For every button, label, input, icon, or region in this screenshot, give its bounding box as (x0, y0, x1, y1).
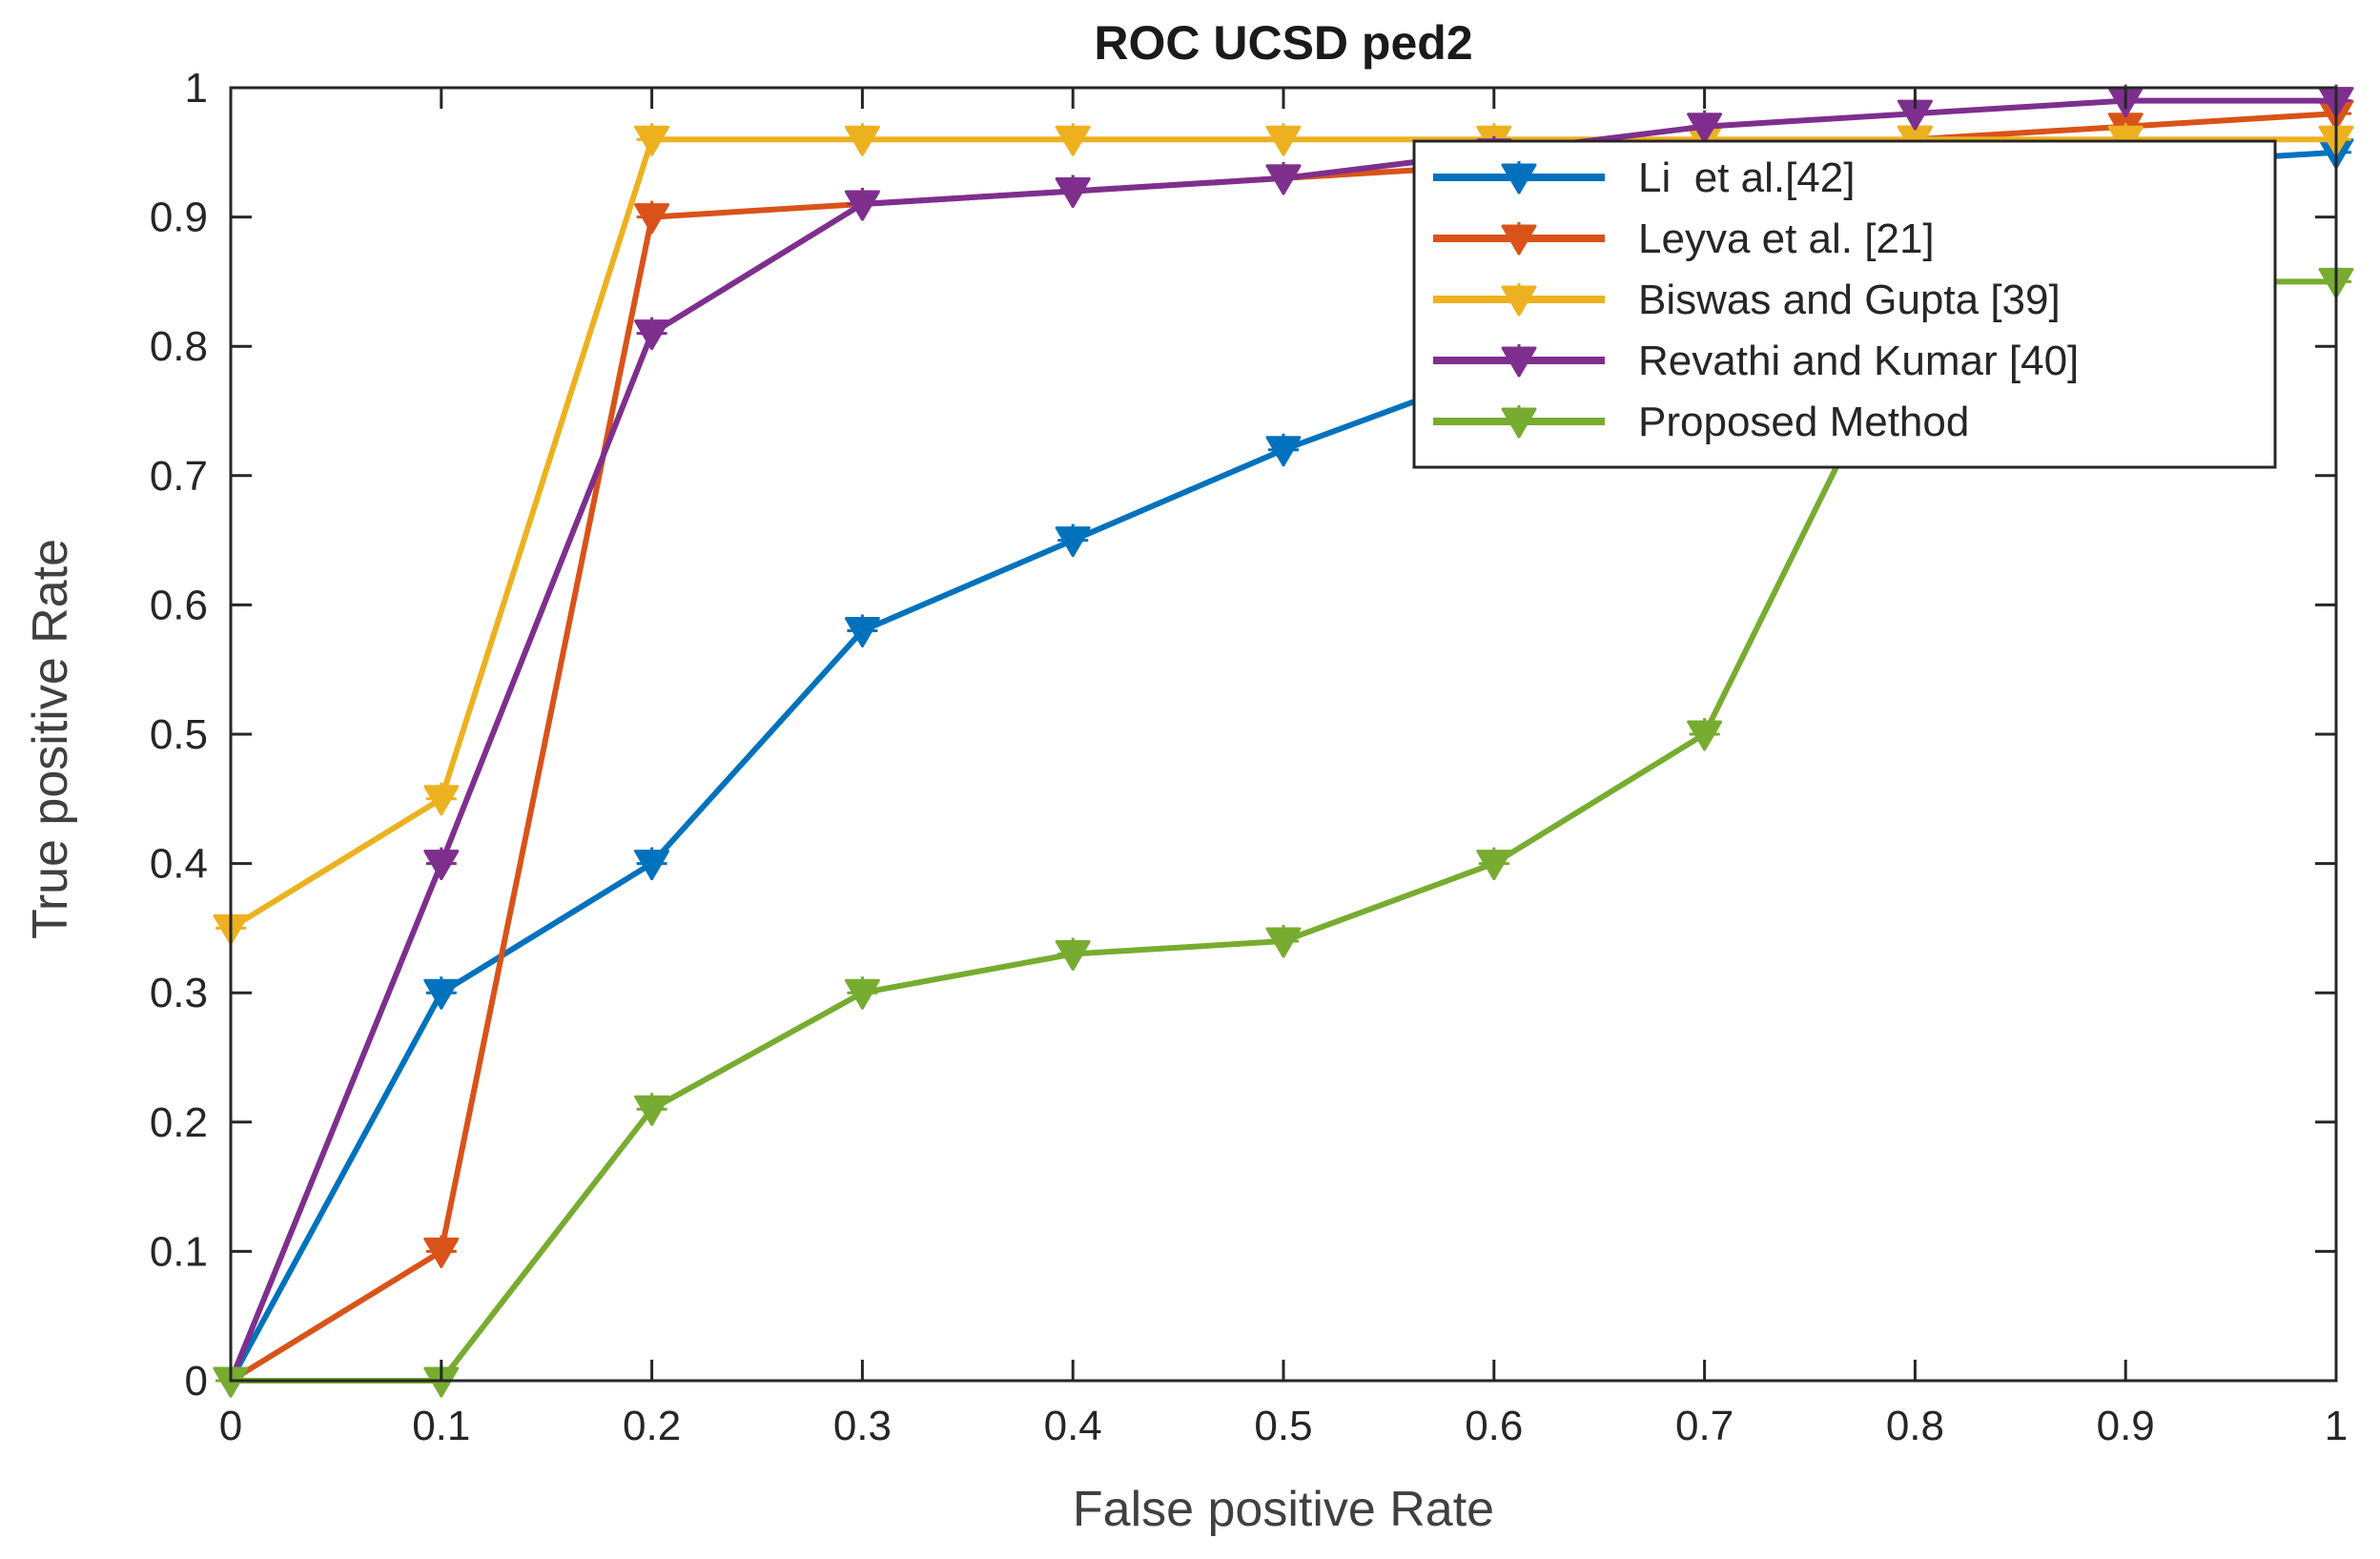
legend-label: Leyva et al. [21] (1638, 215, 1935, 262)
legend-marker (1501, 344, 1537, 378)
y-tick-label: 0 (185, 1358, 208, 1405)
data-point (634, 847, 670, 881)
chart-title: ROC UCSD ped2 (1094, 16, 1472, 70)
legend-item-proposed-method: Proposed Method (1433, 399, 1969, 445)
legend-label: Biswas and Gupta [39] (1638, 277, 2061, 323)
legend-box (1412, 139, 2277, 469)
data-point (1055, 123, 1091, 156)
data-point (1265, 161, 1302, 195)
y-tick-label: 0.2 (150, 1099, 208, 1146)
y-tick-label: 0.8 (150, 323, 208, 370)
x-tick-label: 0.5 (1254, 1403, 1312, 1449)
data-point (423, 1235, 460, 1268)
data-point (634, 1093, 670, 1126)
x-tick-label: 0.7 (1675, 1403, 1734, 1449)
data-point (1476, 847, 1512, 881)
legend-label: Proposed Method (1638, 399, 1969, 445)
x-tick-label: 0.4 (1044, 1403, 1102, 1449)
legend-marker (1501, 222, 1537, 256)
data-point (1055, 937, 1091, 971)
data-point (423, 847, 460, 881)
legend-item-biswas-and-gupta-39: Biswas and Gupta [39] (1433, 277, 2061, 323)
data-point (1265, 123, 1302, 156)
data-point (844, 614, 880, 647)
y-tick-label: 0.9 (150, 195, 208, 241)
x-tick-label: 0.9 (2097, 1403, 2155, 1449)
data-point (634, 123, 670, 156)
legend-item-li-et-al-42: Li et al.[42] (1433, 154, 1855, 201)
x-tick-label: 0.8 (1886, 1403, 1944, 1449)
data-point (1687, 110, 1723, 144)
data-point (1055, 174, 1091, 208)
axes-layer: 0 0.1 0.2 0.3 0.4 0.5 0.6 0.7 0.8 0.9 1 0 0.1 0.2 0.3 0… (150, 65, 2348, 1449)
legend-marker (1501, 283, 1537, 317)
legend-marker (1501, 161, 1537, 195)
data-point (844, 188, 880, 221)
legend-item-revathi-and-kumar-40: Revathi and Kumar [40] (1433, 338, 2079, 384)
x-tick-label: 0.2 (623, 1403, 681, 1449)
x-tick-label: 0 (219, 1403, 242, 1449)
y-tick-label: 0.7 (150, 453, 208, 500)
data-point (423, 976, 460, 1010)
y-tick-label: 0.4 (150, 841, 208, 888)
data-point (1265, 433, 1302, 467)
x-tick-label: 1 (2325, 1403, 2348, 1449)
y-tick-label: 0.1 (150, 1228, 208, 1275)
legend-marker (1501, 405, 1537, 439)
x-axis-label: False positive Rate (1073, 1482, 1494, 1537)
legend: Li et al.[42] Leyva et al. [21] Biswas and… (1412, 139, 2277, 469)
legend-label: Li et al.[42] (1638, 154, 1855, 201)
data-point (1055, 523, 1091, 558)
data-point (1687, 718, 1723, 751)
legend-label: Revathi and Kumar [40] (1638, 338, 2079, 384)
data-point (634, 317, 670, 351)
x-tick-label: 0.3 (833, 1403, 892, 1449)
x-tick-label: 0.1 (412, 1403, 470, 1449)
y-tick-label: 0.5 (150, 711, 208, 758)
y-tick-label: 0.3 (150, 970, 208, 1016)
data-point (844, 976, 880, 1010)
y-tick-label: 0.6 (150, 582, 208, 628)
legend-item-leyva-et-al-21: Leyva et al. [21] (1433, 215, 1935, 262)
data-point (634, 200, 670, 235)
y-axis-label: True positive Rate (23, 539, 78, 939)
data-point (423, 782, 460, 816)
data-point (844, 123, 880, 156)
data-point (1265, 925, 1302, 958)
y-tick-label: 1 (185, 65, 208, 112)
x-tick-label: 0.6 (1465, 1403, 1523, 1449)
